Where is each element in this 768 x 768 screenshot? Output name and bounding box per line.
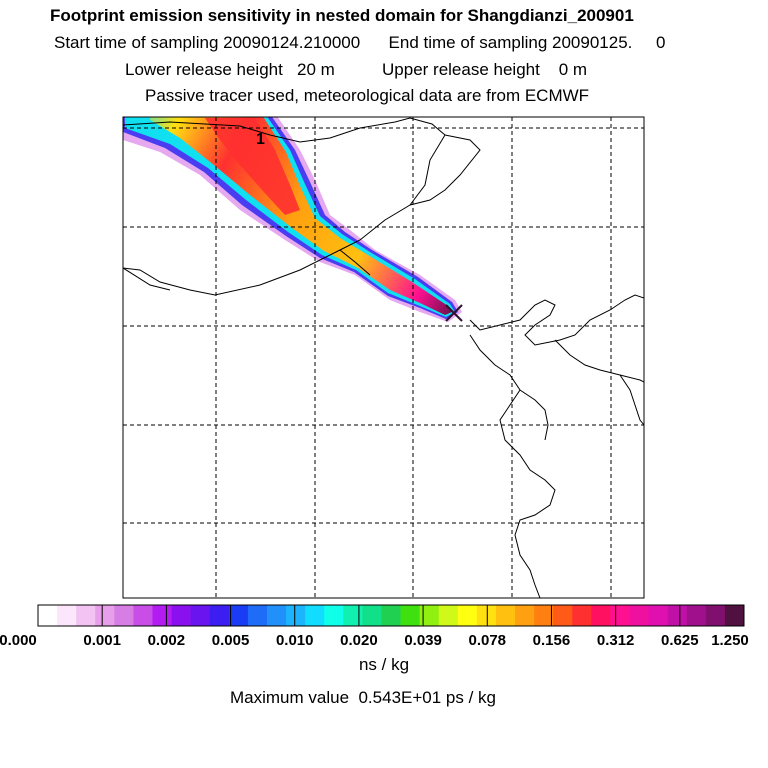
lat-lon-grid — [123, 117, 644, 598]
colorbar-tick-label: 0.020 — [340, 632, 378, 649]
tracer-info-line: Passive tracer used, meteorological data… — [145, 86, 590, 105]
colorbar-tick-label: 0.010 — [276, 632, 314, 649]
colorbar-cell — [705, 605, 726, 626]
release-point-label: 1 — [256, 131, 265, 148]
receptor-marker — [445, 304, 463, 322]
plot-title: Footprint emission sensitivity in nested… — [50, 6, 634, 25]
map-boundaries — [123, 117, 644, 598]
colorbar-tick-label: 0.002 — [148, 632, 186, 649]
colorbar-cell — [381, 605, 402, 626]
colorbar-cell — [76, 605, 96, 626]
colorbar-cell — [152, 605, 173, 626]
colorbar-cell — [400, 605, 421, 626]
colorbar-cell — [476, 605, 497, 626]
colorbar-tick-label: 0.001 — [83, 632, 121, 649]
colorbar-cell — [247, 605, 268, 626]
colorbar-cell — [648, 605, 669, 626]
colorbar-cell — [572, 605, 592, 626]
colorbar-cell — [495, 605, 516, 626]
colorbar-cell — [133, 605, 153, 626]
colorbar-cell — [95, 605, 115, 626]
colorbar-cell — [38, 605, 58, 626]
maximum-value: Maximum value 0.543E+01 ps / kg — [230, 688, 496, 707]
colorbar-cell — [324, 605, 344, 626]
colorbar-tick-label: 0.078 — [468, 632, 506, 649]
colorbar-cell — [305, 605, 325, 626]
plume-hotspot — [205, 118, 300, 215]
colorbar-cell — [667, 605, 688, 626]
colorbar-cell — [515, 605, 535, 626]
colorbar-cell — [724, 605, 745, 626]
colorbar-cell — [209, 605, 230, 626]
colorbar-tick-label: 0.039 — [404, 632, 442, 649]
colorbar-units: ns / kg — [358, 655, 410, 674]
colorbar-cell — [362, 605, 382, 626]
colorbar-cell — [286, 605, 306, 626]
colorbar-cell — [266, 605, 287, 626]
colorbar-tick-label: 0.000 — [0, 632, 37, 649]
release-height-line: Lower release height 20 m Upper release … — [125, 60, 588, 79]
map-frame — [123, 117, 644, 598]
colorbar-tick-label: 0.312 — [597, 632, 635, 649]
plume-core — [150, 117, 452, 315]
sampling-time-line: Start time of sampling 20090124.210000 E… — [54, 33, 666, 52]
colorbar-cell — [610, 605, 631, 626]
colorbar-tick-label: 0.156 — [533, 632, 571, 649]
colorbar-cell — [343, 605, 363, 626]
colorbar-cell — [419, 605, 440, 626]
colorbar-cell — [457, 605, 478, 626]
colorbar-cell — [591, 605, 611, 626]
colorbar-cell — [686, 605, 707, 626]
colorbar-cell — [629, 605, 650, 626]
colorbar-cell — [190, 605, 211, 626]
colorbar-cell — [171, 605, 192, 626]
colorbar-cell — [553, 605, 573, 626]
colorbar-tick-label: 1.250 — [711, 632, 749, 649]
colorbar-cell — [534, 605, 554, 626]
colorbar-cell — [438, 605, 459, 626]
colorbar-tick-label: 0.005 — [212, 632, 250, 649]
colorbar-cell — [228, 605, 249, 626]
colorbar-cell — [114, 605, 134, 626]
colorbar-tick-label: 0.625 — [661, 632, 699, 649]
colorbar-cell — [57, 605, 77, 626]
